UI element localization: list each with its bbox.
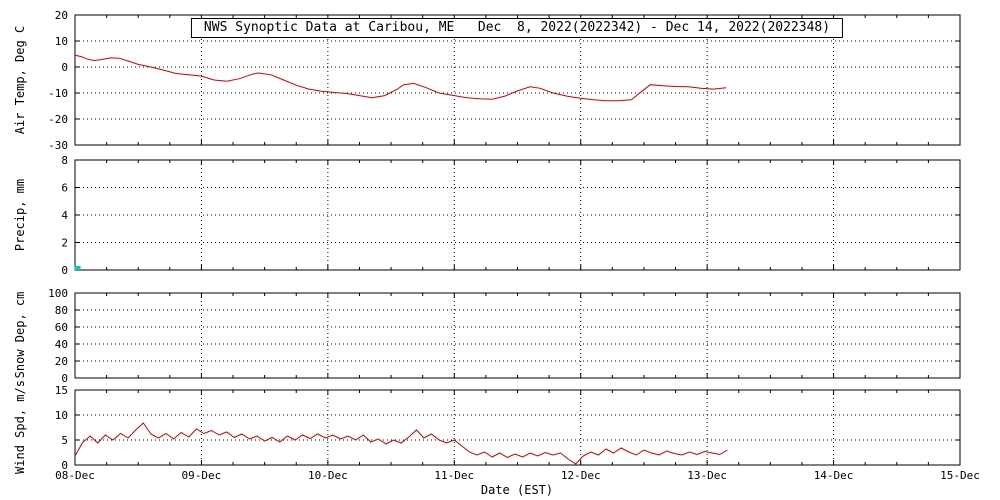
svg-text:40: 40 xyxy=(55,338,68,351)
svg-text:10: 10 xyxy=(55,409,68,422)
svg-text:5: 5 xyxy=(61,434,68,447)
y-axis-label-precip: Precip, mm xyxy=(13,178,27,252)
svg-text:2: 2 xyxy=(61,237,68,250)
svg-text:100: 100 xyxy=(48,287,68,300)
plot-title: NWS Synoptic Data at Caribou, ME Dec 8, … xyxy=(190,18,844,38)
svg-text:0: 0 xyxy=(61,372,68,385)
svg-text:0: 0 xyxy=(61,459,68,472)
y-axis-label-air-temp: Air Temp, Deg C xyxy=(13,25,27,135)
svg-text:-10: -10 xyxy=(48,87,68,100)
svg-text:-30: -30 xyxy=(48,139,68,152)
y-axis-label-snow-depth: Snow Dep, cm xyxy=(13,291,27,379)
svg-text:6: 6 xyxy=(61,182,68,195)
svg-text:15-Dec: 15-Dec xyxy=(940,469,980,482)
svg-text:11-Dec: 11-Dec xyxy=(434,469,474,482)
y-axis-label-wind-speed: Wind Spd, m/s xyxy=(13,380,27,474)
svg-text:09-Dec: 09-Dec xyxy=(182,469,222,482)
svg-text:-20: -20 xyxy=(48,113,68,126)
svg-text:12-Dec: 12-Dec xyxy=(561,469,601,482)
svg-text:10: 10 xyxy=(55,35,68,48)
svg-text:60: 60 xyxy=(55,321,68,334)
svg-text:15: 15 xyxy=(55,384,68,397)
svg-text:14-Dec: 14-Dec xyxy=(814,469,854,482)
x-axis-label: Date (EST) xyxy=(480,483,554,497)
svg-text:10-Dec: 10-Dec xyxy=(308,469,348,482)
svg-text:80: 80 xyxy=(55,304,68,317)
svg-text:20: 20 xyxy=(55,9,68,22)
svg-text:0: 0 xyxy=(61,264,68,277)
svg-text:0: 0 xyxy=(61,61,68,74)
svg-text:4: 4 xyxy=(61,209,68,222)
svg-text:8: 8 xyxy=(61,154,68,167)
svg-text:08-Dec: 08-Dec xyxy=(55,469,95,482)
svg-text:13-Dec: 13-Dec xyxy=(687,469,727,482)
svg-text:20: 20 xyxy=(55,355,68,368)
